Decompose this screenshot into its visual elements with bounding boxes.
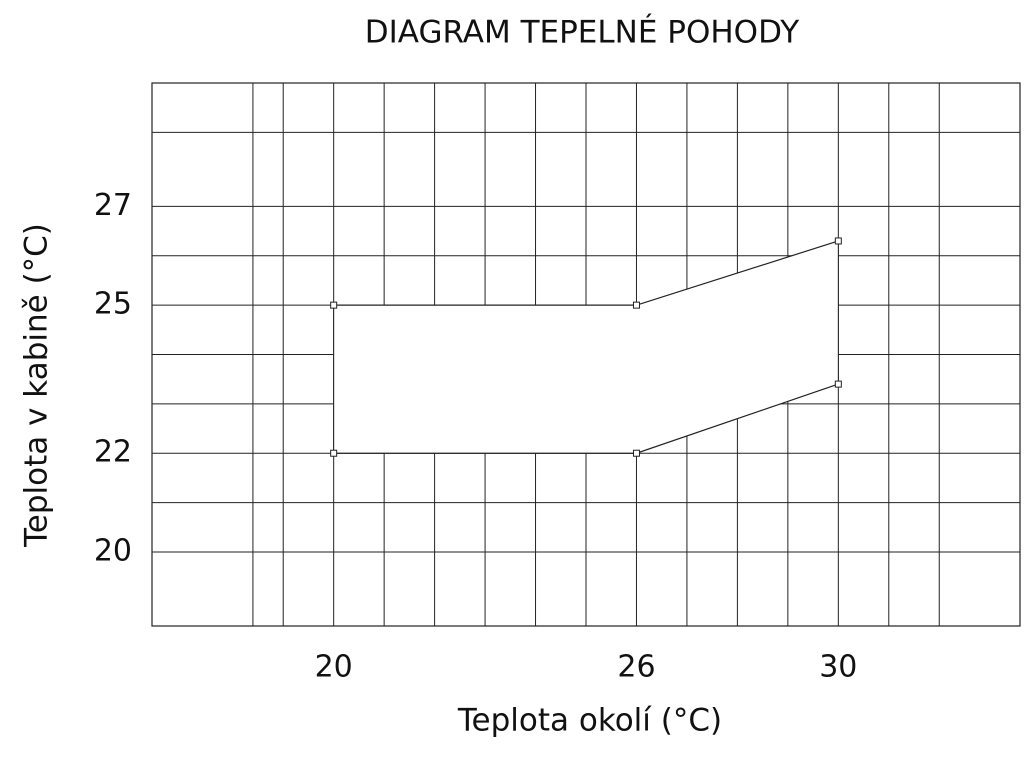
- point-marker: [330, 301, 338, 309]
- x-tick-label: 30: [819, 650, 857, 685]
- x-axis-title: Teplota okolí (°C): [457, 703, 722, 739]
- y-tick-label: 20: [94, 533, 132, 568]
- y-tick-label: 25: [94, 287, 132, 322]
- point-marker: [834, 380, 842, 388]
- chart-title: DIAGRAM TEPELNÉ POHODY: [365, 15, 799, 51]
- comfort-zone: [333, 240, 839, 454]
- point-marker: [330, 449, 338, 457]
- y-tick-label: 22: [94, 435, 132, 470]
- point-marker: [632, 301, 640, 309]
- x-tick-label: 26: [617, 650, 655, 685]
- y-axis-title: Teplota v kabině (°C): [19, 223, 55, 548]
- y-tick-label: 27: [94, 188, 132, 223]
- x-tick-label: 20: [315, 650, 353, 685]
- point-marker: [834, 237, 842, 245]
- point-marker: [632, 449, 640, 457]
